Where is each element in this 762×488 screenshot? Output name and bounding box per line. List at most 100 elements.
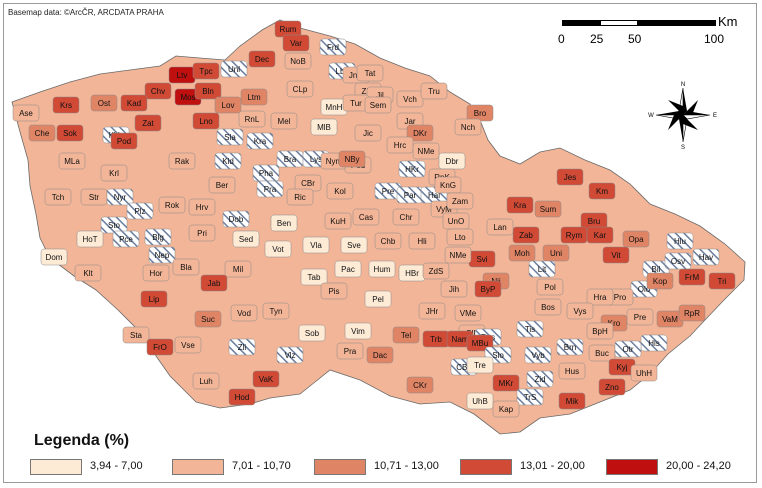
district-area <box>194 82 222 100</box>
district-vys: Vys <box>566 302 594 320</box>
district-area <box>300 268 328 286</box>
district-pra: Pra <box>336 342 364 360</box>
district-sem: Sem <box>364 96 392 114</box>
district-label: Unl <box>228 65 240 74</box>
district-label: Hra <box>594 293 607 302</box>
legend-title: Legenda (%) <box>34 432 130 449</box>
district-area <box>354 124 382 142</box>
district-area <box>356 64 384 82</box>
district-label: Ben <box>277 219 291 228</box>
district-label: Mil <box>233 265 243 274</box>
district-area <box>598 378 626 396</box>
district-area <box>506 196 534 214</box>
district-label: Nep <box>155 251 170 260</box>
district-area <box>144 82 172 100</box>
district-buc: Buc <box>588 344 616 362</box>
district-area <box>586 288 614 306</box>
district-label: Tel <box>401 331 411 340</box>
district-area <box>228 338 256 356</box>
district-label: Chr <box>400 213 413 222</box>
district-label: Tre <box>474 361 486 370</box>
district-sta: Sta <box>122 326 150 344</box>
district-area <box>134 114 162 132</box>
district-che: Che <box>28 124 56 142</box>
district-label: Svi <box>476 255 487 264</box>
district-area <box>214 96 242 114</box>
district-label: Bra <box>284 155 297 164</box>
district-label: Lan <box>493 223 506 232</box>
district-kld: Kld <box>214 152 242 170</box>
district-area <box>588 182 616 200</box>
scale-bar-graphic <box>562 20 716 26</box>
district-area <box>338 150 366 168</box>
district-area <box>142 264 170 282</box>
district-label: JnN <box>349 71 363 80</box>
scale-label-100: 100 <box>704 32 725 46</box>
district-trs: TrS <box>516 388 544 406</box>
district-vlz: Vlz <box>276 346 304 364</box>
district-area <box>516 320 544 338</box>
district-blg: Blg <box>144 228 172 246</box>
district-area <box>256 180 284 198</box>
district-area <box>336 342 364 360</box>
district-label: Pra <box>264 185 277 194</box>
district-area <box>466 392 494 410</box>
district-area <box>298 324 326 342</box>
district-area <box>454 118 482 136</box>
district-label: TrS <box>524 393 537 402</box>
district-label: Zid <box>534 375 545 384</box>
district-label: Zli <box>238 343 247 352</box>
district-ben: Ben <box>270 214 298 232</box>
district-area <box>340 236 368 254</box>
scale-bar: 0 25 50 100 Km <box>556 14 738 48</box>
district-klt: Klt <box>74 264 102 282</box>
district-label: DKr <box>413 129 427 138</box>
district-svi: Svi <box>468 250 496 268</box>
district-area <box>264 240 292 258</box>
district-moh: Moh <box>508 244 536 262</box>
district-pce: Pce <box>112 230 140 248</box>
district-uhh: UhH <box>630 364 658 382</box>
district-pod: Pod <box>110 132 138 150</box>
legend-swatch <box>30 459 82 475</box>
district-dac: Dac <box>366 346 394 364</box>
district-hls: Hls <box>640 334 668 352</box>
district-label: Nch <box>461 123 475 132</box>
district-area <box>666 232 694 250</box>
district-label: Jih <box>449 285 459 294</box>
district-area <box>440 280 468 298</box>
district-label: Lip <box>149 295 160 304</box>
district-tur: Tur <box>342 94 370 112</box>
district-label: Mik <box>566 397 579 406</box>
district-label: Vys <box>573 307 586 316</box>
district-sla: Sla <box>216 128 244 146</box>
district-area <box>282 34 310 52</box>
district-area <box>602 246 630 264</box>
district-chr: Chr <box>392 208 420 226</box>
district-area <box>126 202 154 220</box>
district-area <box>420 82 448 100</box>
district-label: Sto <box>108 221 121 230</box>
district-rpr: RpR <box>678 304 706 322</box>
district-label: Vit <box>611 251 621 260</box>
district-par: Par <box>396 186 424 204</box>
district-area <box>528 260 556 278</box>
district-label: Dbr <box>446 157 459 166</box>
district-zli: Zli <box>228 338 256 356</box>
district-label: BpH <box>592 327 608 336</box>
district-area <box>524 346 552 364</box>
district-label: Hum <box>374 265 391 274</box>
district-label: Tab <box>308 273 321 282</box>
district-area <box>364 96 392 114</box>
district-area <box>326 182 354 200</box>
district-label: Pac <box>341 265 355 274</box>
district-label: Rok <box>165 201 180 210</box>
district-area <box>122 326 150 344</box>
district-label: Sum <box>540 205 557 214</box>
district-area <box>106 188 134 206</box>
district-area <box>230 304 258 322</box>
district-label: Trb <box>430 335 442 344</box>
district-label: RpR <box>684 309 700 318</box>
district-label: Nyr <box>114 193 127 202</box>
district-hrv: Hrv <box>188 198 216 216</box>
